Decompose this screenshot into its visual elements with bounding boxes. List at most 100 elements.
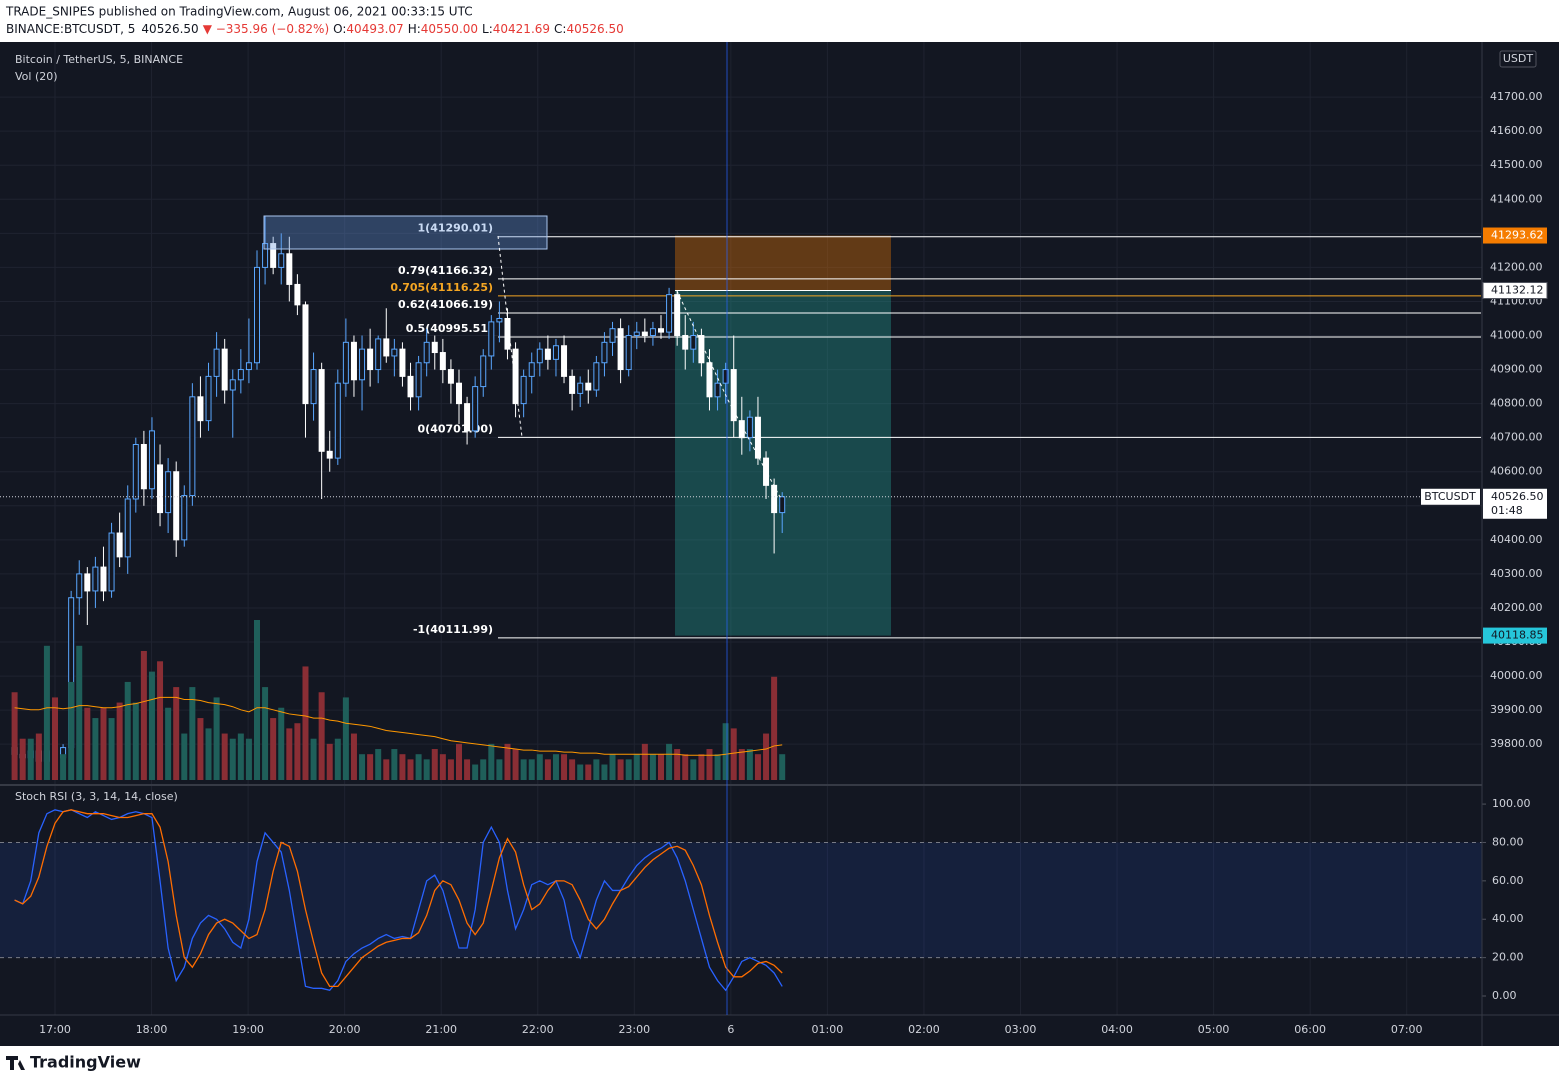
volume-bar: [229, 738, 236, 780]
volume-bar: [456, 743, 462, 780]
candle-body: [488, 321, 495, 357]
volume-bar: [738, 749, 745, 780]
y-tick-label: 40300.00: [1490, 567, 1543, 580]
volume-bar: [124, 681, 131, 780]
volume-bar: [698, 754, 705, 780]
candle-body: [456, 382, 462, 405]
candle-body: [407, 375, 414, 398]
volume-bar: [318, 692, 325, 780]
candle-body: [334, 382, 341, 459]
volume-bar: [544, 759, 551, 780]
stoch-band: [0, 842, 1482, 958]
x-tick-label: 20:00: [329, 1023, 361, 1036]
volume-bar: [407, 759, 414, 780]
x-tick-label: 02:00: [908, 1023, 940, 1036]
y-tick-label: 39900.00: [1490, 703, 1543, 716]
header-bg: [0, 0, 1559, 42]
candle-body: [181, 495, 188, 541]
volume-bar: [472, 764, 479, 780]
candle-body: [431, 341, 438, 354]
candle-body: [512, 348, 519, 405]
candle-body: [698, 335, 705, 364]
volume-bar: [350, 733, 357, 780]
pane-title: Stoch RSI (3, 3, 14, 14, close): [15, 790, 178, 803]
fib-label: 0.79(41166.32): [398, 264, 493, 277]
candle-body: [278, 253, 285, 268]
candle-body: [165, 471, 172, 514]
candle-body: [633, 331, 640, 337]
candle-body: [132, 443, 139, 500]
stop-zone: [675, 235, 891, 291]
volume-bar: [157, 661, 164, 780]
y-tick-label: 41200.00: [1490, 260, 1543, 273]
candle-body: [350, 341, 357, 381]
y-tick-label: 40600.00: [1490, 465, 1543, 478]
x-tick-label: 18:00: [136, 1023, 168, 1036]
candle-body: [423, 341, 430, 364]
candle-body: [561, 345, 568, 377]
candle-body: [771, 484, 778, 514]
symbol-line: BINANCE:BTCUSDT, 5 40526.50 ▼ −335.96 (−0.…: [6, 22, 624, 36]
volume-bar: [399, 754, 406, 780]
volume-bar: [375, 749, 382, 780]
trend-connector: [676, 290, 781, 498]
stoch-line: [14, 809, 783, 988]
x-tick-label: 23:00: [618, 1023, 650, 1036]
volume-bar: [464, 759, 471, 780]
candle-body: [682, 335, 689, 350]
volume-bar: [254, 620, 260, 780]
candle-body: [383, 338, 390, 357]
zone-box: [263, 215, 548, 250]
volume-bar: [649, 754, 656, 780]
candle-body: [157, 464, 164, 514]
candle-body: [649, 328, 656, 337]
candle-body: [108, 532, 115, 592]
volume-bar: [593, 759, 600, 780]
price-tag: [1483, 227, 1547, 244]
volume-bar: [294, 723, 301, 780]
volume-bar: [342, 697, 349, 780]
candle-body: [617, 328, 624, 371]
volume-bar: [666, 743, 673, 780]
candle-body: [399, 348, 406, 377]
candle-body: [375, 338, 382, 371]
volume-bar: [334, 738, 341, 780]
header-part: BINANCE:BTCUSDT, 5: [6, 22, 135, 36]
volume-bar: [165, 707, 172, 780]
volume-bar: [415, 754, 422, 780]
x-tick-label: 06:00: [1294, 1023, 1326, 1036]
x-tick-label: 19:00: [232, 1023, 264, 1036]
volume-bar: [181, 733, 188, 780]
volume-bar: [173, 687, 180, 780]
volume-bar: [286, 728, 293, 780]
volume-bar: [270, 718, 277, 780]
candle-body: [569, 375, 576, 394]
y-tick-label: 41700.00: [1490, 90, 1543, 103]
target-zone: [675, 290, 891, 636]
header-part: H:: [408, 22, 421, 36]
volume-bar: [682, 754, 689, 780]
candle-body: [754, 416, 761, 459]
volume-bar: [520, 759, 527, 780]
volume-bar: [552, 754, 559, 780]
volume-bar: [262, 687, 269, 780]
volume-bar: [100, 707, 107, 780]
fib-connector: [497, 235, 523, 438]
fib-label: 1(41290.01): [418, 222, 493, 235]
fib-label: 0.62(41066.19): [398, 298, 493, 311]
volume-bar: [730, 728, 737, 780]
brand-name: TradingView: [30, 1053, 141, 1072]
volume-bar: [609, 754, 616, 780]
candle-body: [189, 396, 196, 497]
candle-body: [690, 335, 697, 350]
volume-bar: [27, 738, 34, 780]
fib-label: -1(40111.99): [413, 623, 493, 636]
volume-bar: [245, 738, 252, 780]
volume-bar: [528, 759, 535, 780]
y-tick-label: 40200.00: [1490, 601, 1543, 614]
candle-body: [536, 348, 543, 364]
candle-body: [221, 348, 228, 391]
grid: [0, 42, 1482, 1015]
y-tick-label: 39800.00: [1490, 737, 1543, 750]
